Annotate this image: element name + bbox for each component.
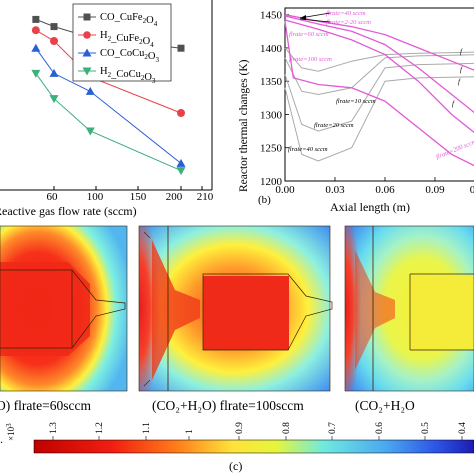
x-tick-label: 0.1 [470,184,474,196]
panel-a: 60 100 150 200 210 Reactive gas flow rat… [0,0,214,218]
panel-c: O) flrate=60sccm (CO₂+H₂O) flrate=100scc… [0,225,474,473]
x-tick-label: 210 [197,191,214,203]
colorbar: . ×103 1.3 1.2 1.1 1 0.9 0.8 0.7 0.6 0.5 0.4 [0,422,474,454]
x-axis-label: Axial length (m) [330,200,410,214]
y-tick-label: 1400 [260,43,283,55]
y-tick-label: 1350 [260,76,283,88]
annotation-flrate-40: flrate=40 sccm [326,10,366,17]
series-line [284,14,474,71]
data-point [85,86,95,95]
legend-label: CO_CuFe2O4 [100,12,158,28]
annotation-flrate-40b: flrate=40 sccm [288,146,328,153]
panel-b-series [284,14,474,167]
x-tick-label: 200 [166,191,183,203]
annotation-edge: f [452,100,455,108]
x-tick-label: 60 [47,191,59,203]
x-tick-label: 100 [87,191,104,203]
x-tick-label: 0.03 [325,184,345,196]
data-point [177,44,185,52]
series-line [284,21,474,167]
data-point [85,127,95,136]
series-line [35,29,182,114]
legend-marker [83,31,91,39]
colorbar-tick-label: 0.4 [458,422,468,434]
annotation-edge: f [460,66,463,74]
y-tick-label: 1450 [260,10,283,22]
annotation-edge: f [458,78,461,86]
y-tick-label: 1200 [260,176,283,188]
x-axis-label: Reactive gas flow rate (sccm) [0,204,137,218]
data-point [176,167,186,176]
y-tick-label: 1300 [260,109,283,121]
contour-caption-3: (CO₂+H₂O [355,398,415,413]
x-tick-label: 0.09 [425,184,445,196]
colorbar-tick-label: 1.1 [142,422,152,434]
panel-b-x-ticks: 0.00 0.03 0.06 0.09 0.1 [275,177,474,196]
legend-label: H2_CuFe2O4 [100,30,154,49]
colorbar-tick-label: 0.5 [421,422,431,434]
contour-caption-2: (CO₂+H₂O) flrate=100sccm [152,398,304,413]
data-point [32,15,40,23]
contour-map-3 [344,225,474,392]
y-tick-label: 1250 [260,143,283,155]
colorbar-tick-label: 1.2 [95,422,105,434]
series-line [284,76,474,162]
series-line [284,19,474,134]
panel-b: Reactor thermal changes (K) 1450 1400 1350… [238,7,474,214]
colorbar-tick-label: 0.6 [375,422,385,434]
annotation-flrate-100: flrate=100 sccm [289,56,332,63]
x-tick-label: 150 [130,191,147,203]
series-line [284,47,474,72]
data-point [49,95,59,104]
colorbar-bar [33,439,474,454]
series-line [35,73,182,172]
annotation-edge: f [460,48,463,56]
contour-map-2 [138,225,333,392]
legend-marker [82,48,92,57]
contour-map-1 [0,225,128,392]
legend-marker [83,13,91,21]
annotation-flrate-10: flrate=10 sccm [336,98,376,105]
series-line [284,54,474,96]
x-tick-label: 0.00 [275,184,295,196]
data-point [31,26,40,35]
colorbar-tick-label: 0.8 [282,422,292,434]
series-line [284,62,474,132]
x-tick-label: 0.06 [375,184,395,196]
series-line [35,47,182,164]
data-point [176,158,186,167]
colorbar-tick-label: 1.3 [49,422,59,434]
annotation-flrate-200: flrate=200 sccm [435,138,474,161]
colorbar-tick-label: 1 [185,429,195,434]
panel-a-x-ticks [53,186,203,190]
data-point [49,68,59,77]
data-point [50,37,58,45]
colorbar-tick-label: 0.9 [235,422,245,434]
data-point [50,23,58,31]
annotation-flrate-2-20: flrate=2-20 sccm [326,19,371,26]
panel-b-label: (b) [258,194,271,206]
colorbar-edge: . [0,432,3,446]
annotation-arrow [299,18,331,23]
colorbar-tick-label: 0.7 [328,422,338,434]
annotation-flrate-20: flrate=20 sccm [314,122,354,129]
data-point [177,109,185,117]
annotation-flrate-60: flrate=60 sccm [289,31,329,38]
legend-marker [82,67,92,76]
series-line [284,15,474,114]
legend-label: CO_CoCu2O3 [100,48,159,64]
data-point [31,69,41,78]
panel-b-annotations: flrate=40 sccm flrate=2-20 sccm flrate=6… [288,10,474,161]
colorbar-ticks: 1.3 1.2 1.1 1 0.9 0.8 0.7 0.6 0.5 0.4 [49,422,468,440]
legend-label: H2_CoCu2O3 [100,66,156,85]
data-point [31,43,41,52]
y-axis-label: Reactor thermal changes (K) [238,59,250,192]
annotation-arrowhead [300,15,306,20]
contour-caption-1: O) flrate=60sccm [0,398,91,413]
colorbar-exponent: ×103 [5,423,16,441]
panel-c-label: (c) [229,459,242,473]
panel-b-y-ticks: 1450 1400 1350 1300 1250 1200 [260,10,289,188]
